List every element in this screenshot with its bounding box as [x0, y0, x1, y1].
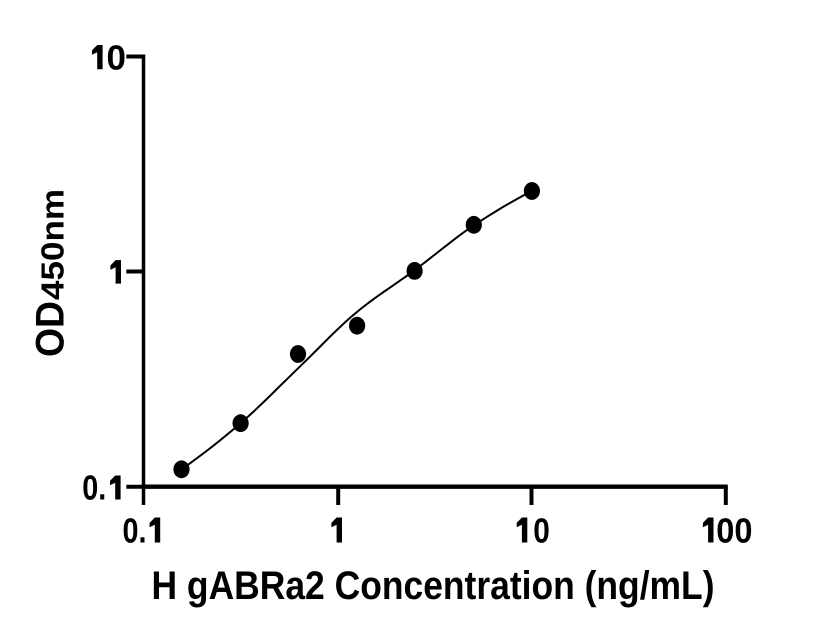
svg-text:OD: OD [29, 301, 73, 357]
svg-text:0: 0 [107, 38, 126, 77]
svg-text:00: 00 [716, 512, 752, 551]
svg-text:0.: 0. [82, 469, 106, 508]
svg-text:H gABRa2 Concentration (ng/mL): H gABRa2 Concentration (ng/mL) [152, 564, 715, 608]
svg-text:0: 0 [533, 512, 550, 551]
svg-text:450nm: 450nm [35, 189, 71, 300]
svg-text:0.: 0. [123, 512, 147, 551]
